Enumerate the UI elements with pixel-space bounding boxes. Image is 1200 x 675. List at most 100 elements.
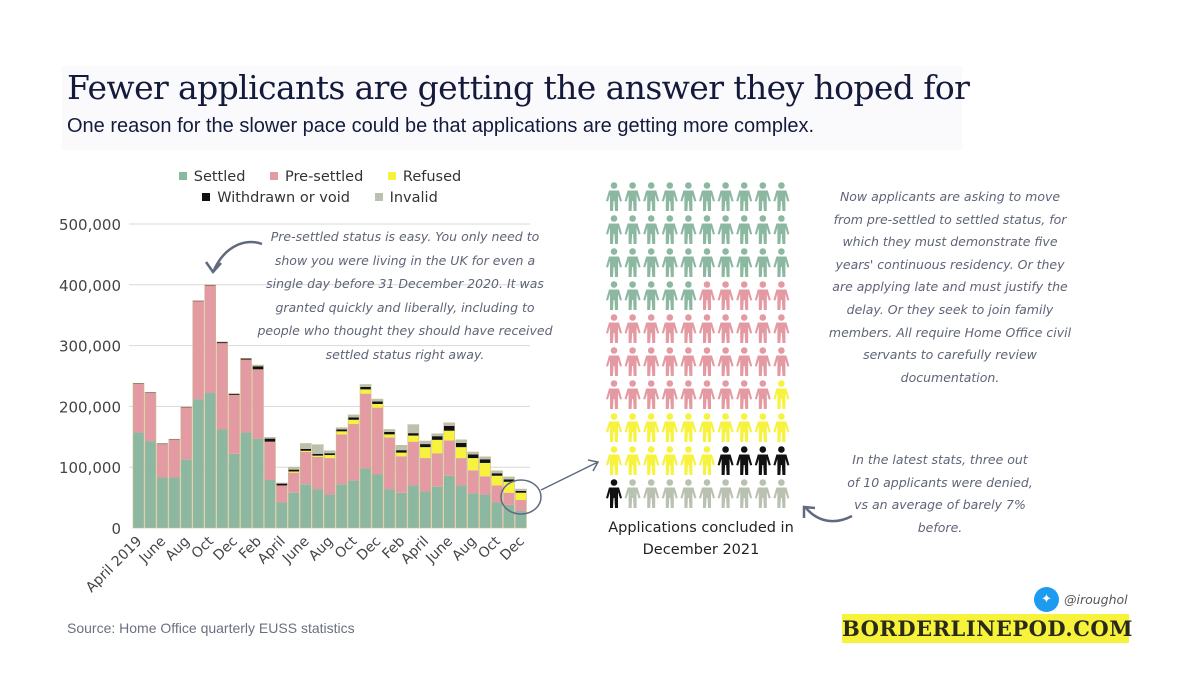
- bar-segment-withdrawn-or-void: [348, 417, 360, 420]
- person-icon: [736, 347, 753, 376]
- bar-segment-settled: [228, 453, 240, 528]
- bar-segment-pre-settled: [515, 500, 527, 511]
- bar-segment-settled: [168, 477, 180, 528]
- bar-segment-pre-settled: [133, 383, 144, 433]
- person-icon: [624, 446, 641, 475]
- person-icon: [643, 182, 660, 211]
- bar-segment-settled: [407, 485, 419, 528]
- bars: [132, 284, 527, 529]
- bar-outline: [479, 456, 491, 529]
- person-icon: [606, 248, 622, 277]
- bar-segment-withdrawn-or-void: [372, 401, 383, 404]
- bar-segment-withdrawn-or-void: [503, 479, 515, 482]
- legend-swatch: [374, 193, 383, 201]
- person-icon: [717, 446, 734, 475]
- person-icon: [624, 347, 641, 376]
- arrowhead-icon: [587, 459, 600, 472]
- person-icon: [643, 314, 660, 343]
- bar-segment-refused: [383, 434, 395, 438]
- bar-segment-invalid: [395, 445, 407, 451]
- person-icon: [699, 380, 715, 409]
- person-icon: [754, 215, 771, 244]
- bar-segment-withdrawn-or-void: [144, 392, 156, 394]
- bar-segment-settled: [144, 441, 156, 528]
- bar-segment-withdrawn-or-void: [180, 407, 192, 408]
- bar-segment-invalid: [479, 456, 491, 460]
- bar-outline: [264, 437, 276, 529]
- twitter-handle: @iroughol: [1064, 592, 1128, 607]
- bar-segment-settled: [240, 432, 252, 528]
- bar-outline: [359, 384, 372, 529]
- bar-segment-pre-settled: [252, 369, 264, 439]
- legend-swatch: [270, 172, 279, 180]
- x-tick-label: April 2019: [83, 534, 145, 596]
- bar-outline: [335, 427, 348, 529]
- bar-segment-pre-settled: [383, 437, 395, 490]
- bar-segment-refused: [491, 475, 503, 486]
- bar-outline: [371, 398, 384, 529]
- bar-outline: [455, 439, 467, 529]
- bar-segment-settled: [264, 479, 276, 528]
- legend-label: Refused: [402, 169, 462, 185]
- bar-segment-pre-settled: [288, 472, 300, 493]
- bar-segment-pre-settled: [467, 470, 479, 494]
- bar-outline: [515, 488, 527, 529]
- annotation-arrow-denied: [805, 507, 853, 523]
- person-icon: [699, 314, 715, 343]
- bar-outline: [216, 341, 228, 529]
- bar-segment-invalid: [503, 476, 515, 480]
- person-icon: [736, 248, 753, 277]
- bar-segment-refused: [288, 471, 300, 473]
- bar-segment-invalid: [264, 437, 276, 439]
- person-icon: [754, 380, 771, 409]
- person-icon: [680, 380, 697, 409]
- bar-outline: [299, 443, 312, 529]
- bar-segment-settled: [455, 485, 467, 528]
- person-icon: [680, 281, 697, 310]
- person-icon: [606, 215, 622, 244]
- bar-segment-settled: [133, 432, 144, 528]
- y-tick-label: 400,000: [59, 277, 121, 295]
- person-icon: [643, 215, 660, 244]
- bar-segment-invalid: [252, 365, 264, 367]
- person-icon: [643, 446, 660, 475]
- person-icon: [717, 413, 734, 442]
- person-icon: [754, 413, 771, 442]
- person-icon: [699, 347, 715, 376]
- person-icon: [717, 281, 734, 310]
- person-icon: [680, 446, 697, 475]
- bar-segment-refused: [407, 435, 419, 442]
- person-icon: [661, 248, 678, 277]
- person-icon: [699, 281, 715, 310]
- person-icon: [773, 413, 790, 442]
- bar-segment-pre-settled: [264, 441, 276, 480]
- bar-outline: [443, 422, 456, 529]
- person-icon: [680, 347, 697, 376]
- bar-segment-withdrawn-or-void: [336, 429, 348, 432]
- person-icon: [680, 413, 697, 442]
- twitter-handle-block[interactable]: ✦ @iroughol: [1034, 587, 1128, 612]
- bar-segment-pre-settled: [180, 407, 192, 460]
- bar-segment-settled: [336, 484, 348, 528]
- bar-segment-withdrawn-or-void: [395, 450, 407, 453]
- bar-outline: [491, 470, 503, 529]
- person-icon: [661, 215, 678, 244]
- bar-segment-invalid: [276, 483, 288, 484]
- person-icon: [624, 281, 641, 310]
- bar-segment-invalid: [515, 489, 527, 491]
- y-tick-label: 300,000: [59, 338, 121, 356]
- bar-outline: [228, 393, 240, 529]
- bar-segment-refused: [348, 419, 360, 425]
- x-tick-label: Oct: [189, 533, 218, 562]
- person-icon: [661, 380, 678, 409]
- y-axis: 0 100,000 200,000 300,000 400,000 500,000: [59, 216, 121, 538]
- bar-segment-pre-settled: [276, 485, 288, 503]
- bar-segment-pre-settled: [324, 458, 336, 495]
- bar-segment-invalid: [348, 414, 360, 418]
- person-icon: [773, 215, 790, 244]
- person-icon: [606, 413, 622, 442]
- x-tick-label: Dec: [210, 534, 240, 564]
- brand-banner[interactable]: BORDERLINEPOD.COM: [842, 614, 1133, 643]
- legend-item-refused: Refused: [387, 167, 462, 188]
- bar-segment-withdrawn-or-void: [240, 358, 252, 360]
